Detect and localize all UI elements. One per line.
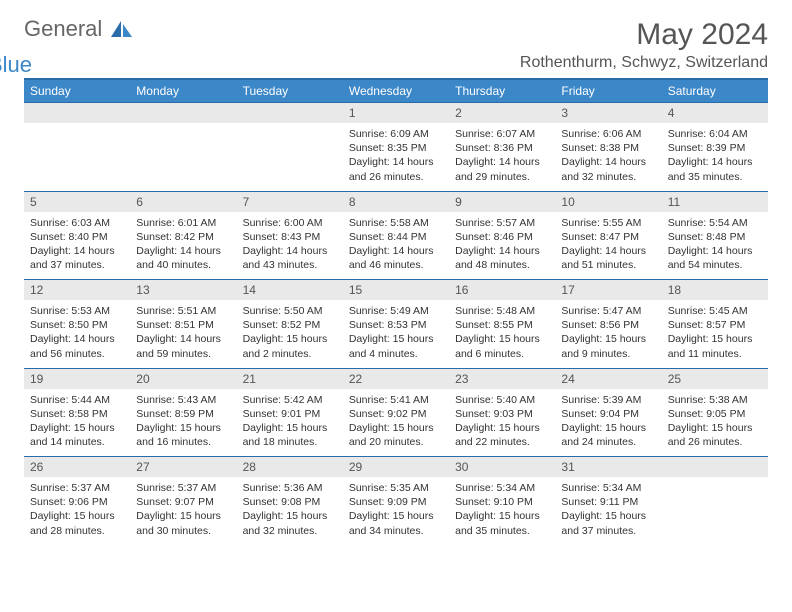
day-number-cell: 7	[237, 191, 343, 212]
daynum-row: 1234	[24, 103, 768, 124]
day-number-cell	[130, 103, 236, 124]
day-number-cell: 27	[130, 457, 236, 478]
day-detail-cell: Sunrise: 6:03 AMSunset: 8:40 PMDaylight:…	[24, 212, 130, 280]
day-detail-cell: Sunrise: 5:35 AMSunset: 9:09 PMDaylight:…	[343, 477, 449, 545]
day-number-cell: 12	[24, 280, 130, 301]
day-number-cell: 2	[449, 103, 555, 124]
day-detail-cell: Sunrise: 5:45 AMSunset: 8:57 PMDaylight:…	[662, 300, 768, 368]
day-detail-cell	[662, 477, 768, 545]
logo-sail-icon	[110, 20, 134, 38]
day-detail-cell: Sunrise: 5:47 AMSunset: 8:56 PMDaylight:…	[555, 300, 661, 368]
day-number-cell: 21	[237, 368, 343, 389]
logo-text-2: Blue	[0, 52, 32, 77]
day-number-cell: 20	[130, 368, 236, 389]
day-number-cell	[662, 457, 768, 478]
daynum-row: 567891011	[24, 191, 768, 212]
day-detail-cell: Sunrise: 5:43 AMSunset: 8:59 PMDaylight:…	[130, 389, 236, 457]
day-number-cell: 30	[449, 457, 555, 478]
day-number-cell: 22	[343, 368, 449, 389]
title-block: May 2024 Rothenthurm, Schwyz, Switzerlan…	[520, 18, 768, 72]
day-detail-cell: Sunrise: 5:36 AMSunset: 9:08 PMDaylight:…	[237, 477, 343, 545]
day-number-cell: 26	[24, 457, 130, 478]
day-number-cell: 16	[449, 280, 555, 301]
weekday-row: SundayMondayTuesdayWednesdayThursdayFrid…	[24, 79, 768, 103]
day-detail-cell	[237, 123, 343, 191]
day-number-cell: 29	[343, 457, 449, 478]
detail-row: Sunrise: 6:03 AMSunset: 8:40 PMDaylight:…	[24, 212, 768, 280]
logo: General Blue	[24, 18, 134, 62]
day-detail-cell: Sunrise: 6:00 AMSunset: 8:43 PMDaylight:…	[237, 212, 343, 280]
daynum-row: 12131415161718	[24, 280, 768, 301]
logo-text-1: General	[24, 16, 102, 41]
detail-row: Sunrise: 5:44 AMSunset: 8:58 PMDaylight:…	[24, 389, 768, 457]
day-number-cell: 6	[130, 191, 236, 212]
day-detail-cell: Sunrise: 5:40 AMSunset: 9:03 PMDaylight:…	[449, 389, 555, 457]
weekday-header: Thursday	[449, 79, 555, 103]
day-detail-cell: Sunrise: 5:34 AMSunset: 9:11 PMDaylight:…	[555, 477, 661, 545]
weekday-header: Sunday	[24, 79, 130, 103]
day-number-cell: 11	[662, 191, 768, 212]
day-number-cell: 17	[555, 280, 661, 301]
day-detail-cell: Sunrise: 5:55 AMSunset: 8:47 PMDaylight:…	[555, 212, 661, 280]
day-detail-cell: Sunrise: 6:04 AMSunset: 8:39 PMDaylight:…	[662, 123, 768, 191]
detail-row: Sunrise: 5:37 AMSunset: 9:06 PMDaylight:…	[24, 477, 768, 545]
day-number-cell	[237, 103, 343, 124]
day-detail-cell: Sunrise: 6:01 AMSunset: 8:42 PMDaylight:…	[130, 212, 236, 280]
day-number-cell	[24, 103, 130, 124]
day-number-cell: 13	[130, 280, 236, 301]
day-number-cell: 10	[555, 191, 661, 212]
daynum-row: 262728293031	[24, 457, 768, 478]
day-detail-cell: Sunrise: 5:53 AMSunset: 8:50 PMDaylight:…	[24, 300, 130, 368]
weekday-header: Tuesday	[237, 79, 343, 103]
day-number-cell: 9	[449, 191, 555, 212]
day-detail-cell: Sunrise: 5:44 AMSunset: 8:58 PMDaylight:…	[24, 389, 130, 457]
weekday-header: Wednesday	[343, 79, 449, 103]
day-number-cell: 28	[237, 457, 343, 478]
day-detail-cell: Sunrise: 6:06 AMSunset: 8:38 PMDaylight:…	[555, 123, 661, 191]
day-detail-cell: Sunrise: 5:49 AMSunset: 8:53 PMDaylight:…	[343, 300, 449, 368]
day-detail-cell: Sunrise: 5:38 AMSunset: 9:05 PMDaylight:…	[662, 389, 768, 457]
location: Rothenthurm, Schwyz, Switzerland	[520, 54, 768, 72]
day-detail-cell: Sunrise: 5:54 AMSunset: 8:48 PMDaylight:…	[662, 212, 768, 280]
day-detail-cell: Sunrise: 5:42 AMSunset: 9:01 PMDaylight:…	[237, 389, 343, 457]
daynum-row: 19202122232425	[24, 368, 768, 389]
day-detail-cell: Sunrise: 6:09 AMSunset: 8:35 PMDaylight:…	[343, 123, 449, 191]
day-number-cell: 24	[555, 368, 661, 389]
day-number-cell: 3	[555, 103, 661, 124]
day-detail-cell: Sunrise: 5:37 AMSunset: 9:06 PMDaylight:…	[24, 477, 130, 545]
day-number-cell: 19	[24, 368, 130, 389]
day-detail-cell	[130, 123, 236, 191]
day-detail-cell	[24, 123, 130, 191]
day-number-cell: 4	[662, 103, 768, 124]
day-detail-cell: Sunrise: 5:41 AMSunset: 9:02 PMDaylight:…	[343, 389, 449, 457]
day-detail-cell: Sunrise: 5:51 AMSunset: 8:51 PMDaylight:…	[130, 300, 236, 368]
calendar-page: General Blue May 2024 Rothenthurm, Schwy…	[0, 0, 792, 563]
day-number-cell: 23	[449, 368, 555, 389]
day-number-cell: 31	[555, 457, 661, 478]
detail-row: Sunrise: 5:53 AMSunset: 8:50 PMDaylight:…	[24, 300, 768, 368]
day-detail-cell: Sunrise: 5:58 AMSunset: 8:44 PMDaylight:…	[343, 212, 449, 280]
day-number-cell: 15	[343, 280, 449, 301]
day-detail-cell: Sunrise: 6:07 AMSunset: 8:36 PMDaylight:…	[449, 123, 555, 191]
weekday-header: Monday	[130, 79, 236, 103]
calendar-table: SundayMondayTuesdayWednesdayThursdayFrid…	[24, 78, 768, 545]
day-number-cell: 5	[24, 191, 130, 212]
day-detail-cell: Sunrise: 5:50 AMSunset: 8:52 PMDaylight:…	[237, 300, 343, 368]
day-detail-cell: Sunrise: 5:48 AMSunset: 8:55 PMDaylight:…	[449, 300, 555, 368]
day-detail-cell: Sunrise: 5:39 AMSunset: 9:04 PMDaylight:…	[555, 389, 661, 457]
day-detail-cell: Sunrise: 5:37 AMSunset: 9:07 PMDaylight:…	[130, 477, 236, 545]
day-number-cell: 25	[662, 368, 768, 389]
day-number-cell: 14	[237, 280, 343, 301]
weekday-header: Friday	[555, 79, 661, 103]
day-detail-cell: Sunrise: 5:57 AMSunset: 8:46 PMDaylight:…	[449, 212, 555, 280]
month-title: May 2024	[520, 18, 768, 52]
header: General Blue May 2024 Rothenthurm, Schwy…	[24, 18, 768, 72]
day-number-cell: 18	[662, 280, 768, 301]
weekday-header: Saturday	[662, 79, 768, 103]
day-detail-cell: Sunrise: 5:34 AMSunset: 9:10 PMDaylight:…	[449, 477, 555, 545]
day-number-cell: 1	[343, 103, 449, 124]
day-number-cell: 8	[343, 191, 449, 212]
detail-row: Sunrise: 6:09 AMSunset: 8:35 PMDaylight:…	[24, 123, 768, 191]
